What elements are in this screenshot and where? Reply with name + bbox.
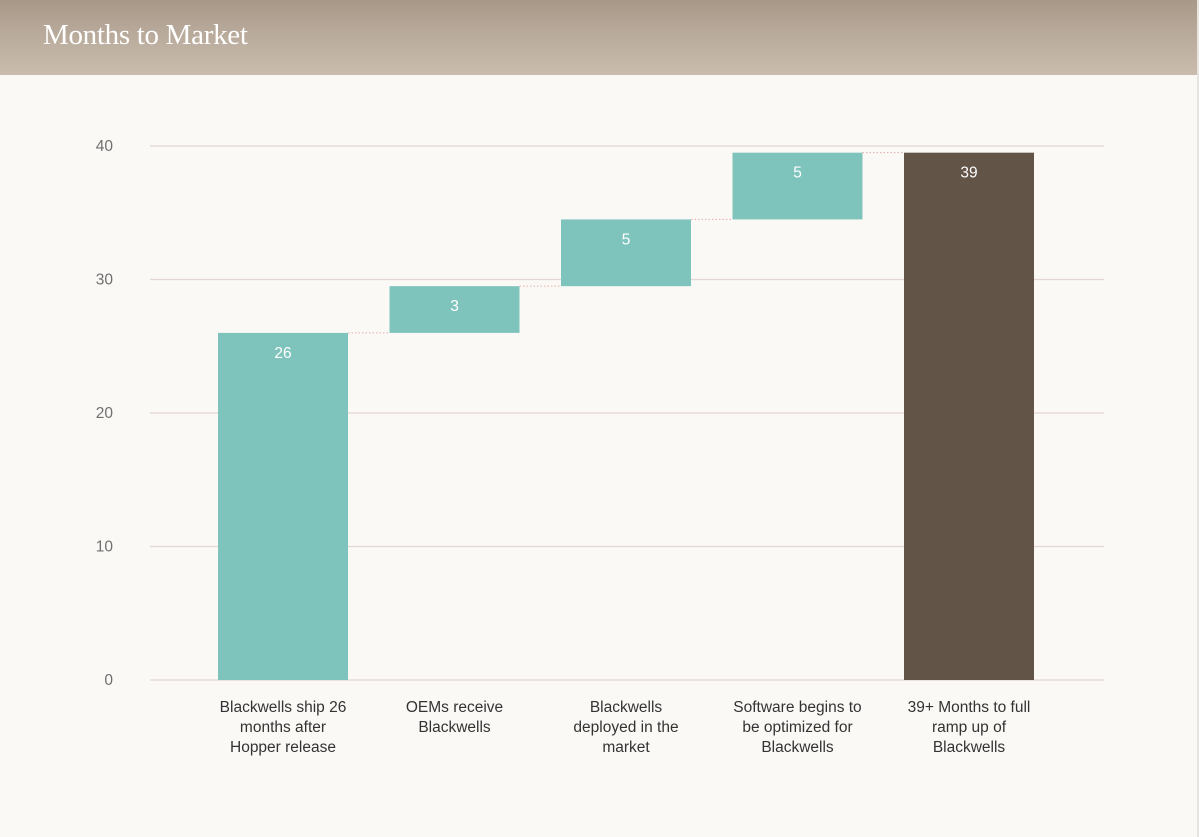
x-category-label-4: Software begins to be optimized for Blackw… [718,698,878,758]
page-edge [1197,0,1199,837]
bar-value-label-2: 3 [450,298,459,315]
x-category-label-line: Blackwells [589,699,663,716]
x-category-label-line: be optimized for [742,719,853,736]
x-category-label-3: Blackwells deployed in the market [546,698,706,758]
x-category-label-line: Blackwells [761,739,834,756]
bar-4 [732,152,863,220]
y-tick-label-40: 40 [96,138,114,155]
x-category-label-line: deployed in the [573,719,679,736]
x-category-label-line: market [602,739,650,756]
bar-1 [218,332,348,680]
x-category-label-line: Software begins to [733,699,862,716]
header-bar: Months to Market [0,0,1197,75]
x-category-label-1: Blackwells ship 26 months after Hopper rel… [203,698,363,758]
bar-value-label-4: 5 [793,165,802,182]
x-category-label-5: 39+ Months to full ramp up of Blackwells [889,698,1049,758]
x-category-label-2: OEMs receive Blackwells [375,698,535,738]
x-category-label-line: Blackwells [418,719,491,736]
x-category-label-line: months after [239,719,327,736]
x-category-label-line: OEMs receive [405,699,504,716]
x-category-label-line: Blackwells [932,739,1006,756]
bar-5 [904,152,1034,681]
bar-value-label-1: 26 [274,345,291,362]
x-category-label-line: Hopper release [230,739,336,756]
bar-value-label-3: 5 [622,231,631,248]
y-tick-label-30: 30 [96,272,114,289]
bar-value-label-5: 39 [960,165,977,182]
bar-3 [561,219,691,287]
x-category-label-line: ramp up of [931,719,1007,736]
page-title: Months to Market [43,19,248,51]
bar-2 [389,286,520,333]
x-category-label-line: Blackwells ship 26 [219,699,347,716]
x-category-label-line: 39+ Months to full [907,699,1031,716]
y-tick-label-10: 10 [96,539,114,556]
y-tick-label-0: 0 [104,672,113,689]
y-tick-label-20: 20 [96,405,114,422]
